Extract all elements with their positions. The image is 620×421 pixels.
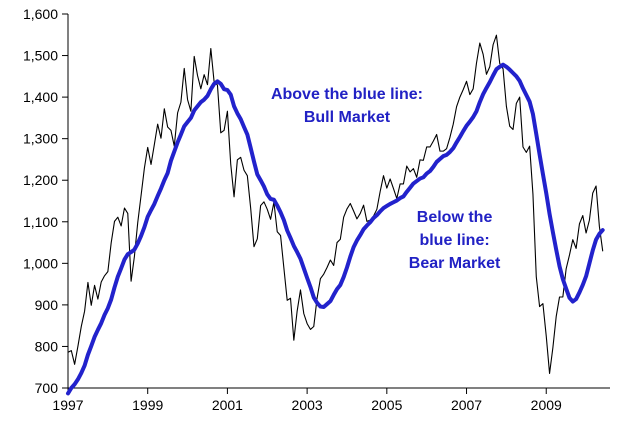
y-axis-tick-label: 700: [35, 380, 59, 396]
bull-market-annotation: Above the blue line: Bull Market: [271, 86, 423, 126]
y-axis-tick-label: 1,300: [23, 131, 58, 147]
y-axis-tick-label: 1,200: [23, 172, 58, 188]
x-axis-tick-label: 1997: [52, 397, 83, 413]
y-axis-tick-label: 1,600: [23, 6, 58, 22]
y-axis-tick-label: 800: [35, 338, 59, 354]
index-line: [67, 34, 604, 375]
x-axis-tick-label: 2009: [531, 397, 562, 413]
x-axis-tick-label: 2001: [212, 397, 243, 413]
y-axis-tick-label: 900: [35, 297, 59, 313]
y-axis-tick-label: 1,100: [23, 214, 58, 230]
x-axis-tick-label: 2007: [451, 397, 482, 413]
moving-average-line: [66, 62, 605, 396]
bear-market-annotation: Below the blue line: Bear Market: [409, 209, 501, 272]
y-axis-tick-label: 1,000: [23, 255, 58, 271]
x-axis-tick-label: 1999: [132, 397, 163, 413]
x-axis-tick-label: 2005: [371, 397, 402, 413]
y-axis-tick-label: 1,500: [23, 48, 58, 64]
y-axis-tick-label: 1,400: [23, 89, 58, 105]
x-axis-tick-label: 2003: [292, 397, 323, 413]
